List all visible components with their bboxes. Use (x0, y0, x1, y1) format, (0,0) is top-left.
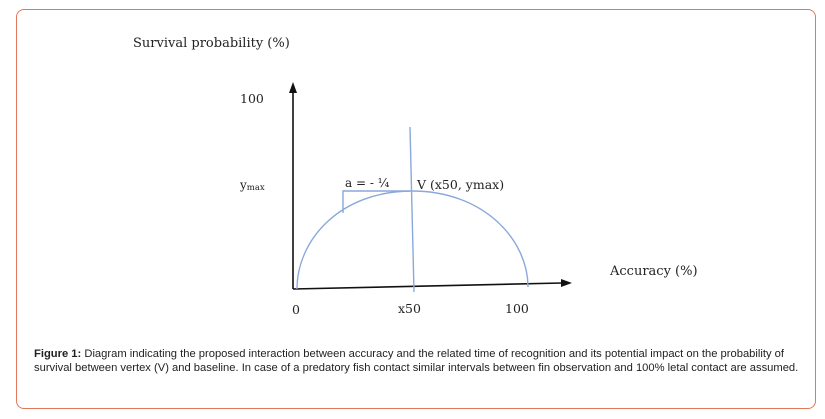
figure-caption: Figure 1: Diagram indicating the propose… (34, 347, 804, 375)
slope-bracket (342, 190, 410, 213)
y-tick-100: 100 (240, 91, 264, 106)
y-axis-arrowhead (289, 82, 297, 93)
y-axis-label: Survival probability (%) (133, 36, 290, 51)
diagram: Survival probability (%) Accuracy (%) 10… (133, 36, 698, 317)
x-tick-x50: x50 (398, 301, 421, 316)
y-tick-ymax-subscript: max (247, 183, 265, 193)
x-axis-label: Accuracy (%) (609, 264, 698, 279)
x-axis-arrowhead (561, 279, 572, 287)
y-tick-ymax-main: y (239, 178, 247, 192)
vertex-vertical-line (409, 126, 415, 293)
vertex-label: V (x50, ymax) (416, 177, 504, 192)
x-axis-line (292, 282, 563, 290)
survival-curve (296, 190, 529, 290)
x-tick-0: 0 (292, 302, 300, 317)
figure-frame (16, 9, 816, 409)
caption-label: Figure 1: (34, 348, 82, 360)
caption-text: Diagram indicating the proposed interact… (34, 348, 799, 374)
y-tick-ymax: ymax (239, 178, 265, 193)
slope-label: a = - ¼ (345, 176, 390, 190)
x-tick-100: 100 (505, 301, 529, 316)
